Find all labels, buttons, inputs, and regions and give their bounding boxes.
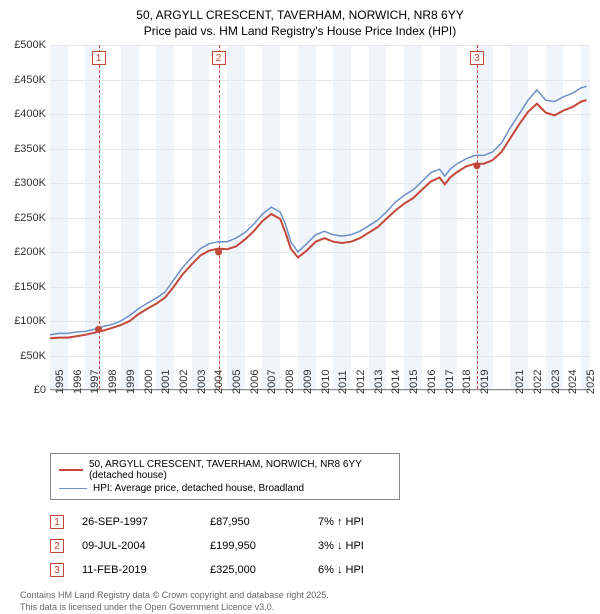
x-tick-label: 2013 [373,370,385,394]
event-marker: 3 [50,563,64,577]
event-dot-1 [95,326,102,333]
x-tick-label: 1997 [89,370,101,394]
chart: 1 2 3 £0 £50K £100K £150K £200K £250K £300K £350K… [10,45,590,425]
y-tick-label: £350K [10,143,46,155]
event-row: 2 09-JUL-2004 £199,950 3% ↓ HPI [50,534,590,558]
legend-swatch [59,469,83,471]
legend-item: 50, ARGYLL CRESCENT, TAVERHAM, NORWICH, … [59,458,391,482]
event-date: 11-FEB-2019 [82,564,192,576]
x-tick-label: 2011 [337,371,349,395]
event-price: £199,950 [210,540,300,552]
footer-line2: This data is licensed under the Open Gov… [20,602,590,614]
x-tick-label: 2024 [567,370,579,394]
y-tick-label: £150K [10,281,46,293]
footer-line1: Contains HM Land Registry data © Crown c… [20,590,590,602]
x-tick-label: 2004 [213,370,225,394]
title-line1: 50, ARGYLL CRESCENT, TAVERHAM, NORWICH, … [10,8,590,24]
event-row: 3 11-FEB-2019 £325,000 6% ↓ HPI [50,558,590,582]
x-tick-label: 1995 [54,370,66,394]
y-tick-label: £200K [10,246,46,258]
plot-area: 1 2 3 [50,45,590,390]
legend: 50, ARGYLL CRESCENT, TAVERHAM, NORWICH, … [50,453,400,500]
x-tick-label: 1999 [125,370,137,394]
legend-item: HPI: Average price, detached house, Broa… [59,482,391,495]
event-marker-3: 3 [470,51,484,65]
event-price: £87,950 [210,516,300,528]
event-marker-2: 2 [212,51,226,65]
chart-title: 50, ARGYLL CRESCENT, TAVERHAM, NORWICH, … [10,8,590,39]
x-tick-label: 2022 [532,370,544,394]
events-table: 1 26-SEP-1997 £87,950 7% ↑ HPI 2 09-JUL-2004 £… [50,510,590,582]
event-date: 09-JUL-2004 [82,540,192,552]
x-tick-label: 2005 [231,370,243,394]
event-date: 26-SEP-1997 [82,516,192,528]
y-tick-label: £100K [10,315,46,327]
x-tick-label: 1998 [107,370,119,394]
y-tick-label: £250K [10,212,46,224]
x-tick-label: 2002 [178,370,190,394]
y-tick-label: £300K [10,177,46,189]
x-tick-label: 2001 [160,370,172,394]
event-pct: 7% ↑ HPI [318,516,408,528]
legend-label: HPI: Average price, detached house, Broa… [93,483,304,494]
x-tick-label: 2023 [550,370,562,394]
x-tick-label: 1996 [72,370,84,394]
x-tick-label: 2007 [266,370,278,394]
x-tick-label: 2000 [143,370,155,394]
x-tick-label: 2009 [302,370,314,394]
x-tick-label: 2012 [355,370,367,394]
y-tick-label: £500K [10,39,46,51]
series-hpi [50,87,587,335]
y-tick-label: £450K [10,74,46,86]
x-tick-label: 2015 [408,370,420,394]
x-tick-label: 2010 [320,370,332,394]
plot-svg [50,45,590,390]
footer: Contains HM Land Registry data © Crown c… [20,590,590,613]
event-row: 1 26-SEP-1997 £87,950 7% ↑ HPI [50,510,590,534]
x-tick-label: 2003 [196,370,208,394]
x-tick-label: 2006 [249,370,261,394]
title-line2: Price paid vs. HM Land Registry's House … [10,24,590,40]
event-dot-3 [473,162,480,169]
legend-swatch [59,488,87,489]
event-marker-1: 1 [92,51,106,65]
legend-label: 50, ARGYLL CRESCENT, TAVERHAM, NORWICH, … [89,459,391,481]
y-tick-label: £50K [10,350,46,362]
y-tick-label: £0 [10,384,46,396]
event-marker: 1 [50,515,64,529]
x-tick-label: 2008 [284,370,296,394]
x-tick-label: 2021 [514,370,526,394]
x-tick-label: 2025 [585,370,597,394]
x-tick-label: 2018 [461,370,473,394]
event-pct: 6% ↓ HPI [318,564,408,576]
event-dot-2 [215,249,222,256]
event-price: £325,000 [210,564,300,576]
x-tick-label: 2019 [479,370,491,394]
x-tick-label: 2016 [426,370,438,394]
x-tick-label: 2014 [390,370,402,394]
y-tick-label: £400K [10,108,46,120]
event-marker: 2 [50,539,64,553]
event-pct: 3% ↓ HPI [318,540,408,552]
x-tick-label: 2017 [444,370,456,394]
